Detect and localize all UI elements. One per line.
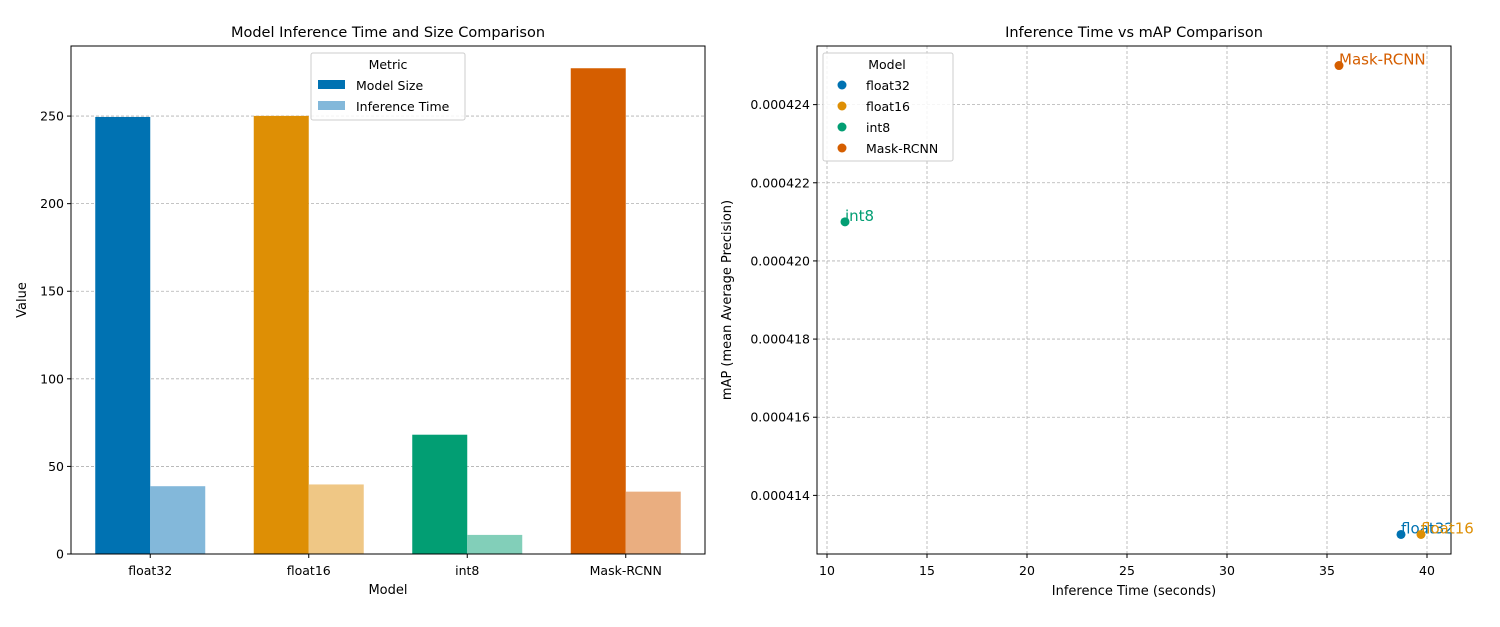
scatter-chart-y-ticks: 0.000414 0.000416 0.000418 0.000420 0.000422… (750, 97, 817, 503)
scatter-chart-frame (816, 45, 1452, 555)
bar-legend-label-model-size: Model Size (356, 78, 423, 93)
scatter-chart-xlabel: Inference Time (seconds) (1052, 584, 1216, 599)
scatter-point-label-float16: float16 (1421, 519, 1474, 537)
bar-int8-model-size (412, 434, 468, 554)
bar-chart-y-ticks: 0 50 100 150 200 250 (40, 109, 71, 562)
bar-y-tick-label: 50 (48, 459, 64, 474)
bar-float32-inference-time (150, 486, 206, 554)
bar-chart-bars (95, 68, 681, 555)
scatter-x-tick-label: 30 (1219, 563, 1235, 578)
bar-float16-model-size (253, 115, 309, 554)
scatter-x-tick-label: 15 (919, 563, 935, 578)
scatter-point-int8 (840, 217, 850, 227)
scatter-legend-label-int8: int8 (866, 120, 890, 135)
bar-chart-xlabel: Model (368, 583, 407, 598)
scatter-x-tick-label: 20 (1019, 563, 1035, 578)
bar-legend-swatch-model-size (318, 80, 345, 89)
scatter-legend-label-mask-rcnn: Mask-RCNN (866, 141, 938, 156)
scatter-legend-marker-float32 (837, 80, 847, 90)
scatter-point-label-int8: int8 (845, 207, 874, 225)
bar-chart: 0 50 100 150 200 250 float32 float16 int8 Mask-R… (15, 25, 706, 598)
scatter-x-tick-label: 35 (1319, 563, 1335, 578)
bar-x-tick-label: float32 (128, 563, 172, 578)
bar-chart-legend: Metric Model Size Inference Time (310, 52, 466, 121)
scatter-y-tick-label: 0.000414 (750, 488, 810, 503)
scatter-legend-title: Model (868, 57, 906, 72)
bar-y-tick-label: 150 (40, 284, 64, 299)
bar-float32-model-size (95, 116, 151, 554)
scatter-y-tick-label: 0.000424 (750, 97, 810, 112)
scatter-legend-label-float16: float16 (866, 99, 910, 114)
scatter-point-mask-rcnn (1334, 61, 1344, 71)
bar-y-tick-label: 200 (40, 196, 64, 211)
bar-legend-title: Metric (369, 57, 408, 72)
scatter-chart-x-ticks: 10 15 20 25 30 35 40 (819, 554, 1435, 578)
scatter-x-tick-label: 10 (819, 563, 835, 578)
scatter-y-tick-label: 0.000418 (750, 332, 810, 347)
scatter-legend-marker-float16 (837, 101, 847, 111)
scatter-chart-title: Inference Time vs mAP Comparison (1005, 25, 1263, 41)
scatter-legend-box (822, 52, 954, 162)
scatter-legend-items: float32 float16 int8 Mask-RCNN (837, 78, 938, 156)
scatter-legend-label-float32: float32 (866, 78, 910, 93)
scatter-y-tick-label: 0.000420 (750, 253, 810, 268)
scatter-y-tick-label: 0.000422 (750, 175, 810, 190)
scatter-chart-legend: Model float32 float16 int8 Mask-RCNN (822, 52, 954, 162)
bar-y-tick-label: 100 (40, 371, 64, 386)
bar-legend-label-inference-time: Inference Time (356, 99, 450, 114)
bar-int8-inference-time (467, 534, 523, 554)
scatter-point-label-mask-rcnn: Mask-RCNN (1339, 51, 1426, 69)
bar-legend-swatch-inference-time (318, 101, 345, 110)
bar-chart-x-ticks: float32 float16 int8 Mask-RCNN (128, 554, 662, 578)
scatter-chart-ylabel: mAP (mean Average Precision) (720, 200, 735, 400)
scatter-legend-marker-int8 (837, 122, 847, 132)
scatter-point-label-float32: float32 (1401, 519, 1454, 537)
bar-y-tick-label: 0 (56, 547, 64, 562)
bar-x-tick-label: int8 (455, 563, 479, 578)
bar-x-tick-label: Mask-RCNN (590, 563, 662, 578)
bar-chart-ylabel: Value (15, 282, 30, 318)
scatter-legend-marker-mask-rcnn (837, 143, 847, 153)
bar-mask-rcnn-model-size (570, 68, 626, 555)
bar-legend-box (310, 52, 466, 121)
scatter-y-tick-label: 0.000416 (750, 410, 810, 425)
bar-chart-frame (70, 45, 706, 555)
bar-y-tick-label: 250 (40, 109, 64, 124)
bar-mask-rcnn-inference-time (625, 491, 681, 554)
bar-chart-title: Model Inference Time and Size Comparison (231, 25, 545, 41)
scatter-x-tick-label: 40 (1419, 563, 1435, 578)
bar-x-tick-label: float16 (287, 563, 331, 578)
bar-float16-inference-time (308, 484, 364, 554)
scatter-x-tick-label: 25 (1119, 563, 1135, 578)
scatter-point-float32 (1396, 529, 1406, 539)
scatter-point-float16 (1416, 529, 1426, 539)
